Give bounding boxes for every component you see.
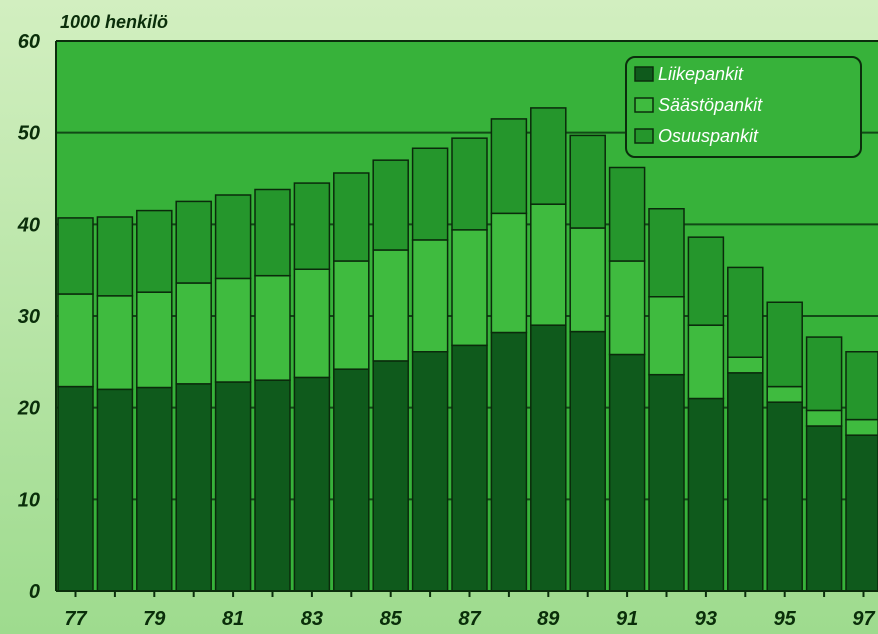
legend-swatch	[634, 128, 654, 144]
bar-segment-s-st-pankit	[254, 274, 291, 381]
bar-segment-liikepankit	[214, 381, 252, 592]
x-tick-label: 97	[852, 608, 875, 630]
y-tick-label: 60	[18, 31, 40, 53]
y-tick-label: 40	[17, 214, 40, 236]
y-tick-label: 50	[18, 123, 40, 145]
bar-segment-liikepankit	[136, 386, 173, 592]
bar-segment-osuuspankit	[293, 182, 331, 270]
bar-segment-liikepankit	[411, 351, 449, 592]
bar-segment-s-st-pankit	[451, 229, 488, 347]
bar-segment-osuuspankit	[687, 236, 725, 326]
bar-segment-osuuspankit	[136, 209, 173, 293]
bar-segment-liikepankit	[175, 383, 212, 592]
bar-segment-s-st-pankit	[372, 249, 409, 362]
bar-segment-s-st-pankit	[805, 409, 843, 427]
bar-segment-osuuspankit	[490, 118, 528, 215]
bar-segment-liikepankit	[766, 401, 803, 592]
bar-segment-osuuspankit	[372, 159, 409, 251]
y-tick-label: 20	[17, 398, 40, 420]
bar-segment-s-st-pankit	[214, 277, 252, 383]
x-tick-label: 81	[222, 608, 244, 630]
bar-segment-liikepankit	[687, 397, 725, 592]
bar-segment-osuuspankit	[175, 200, 212, 284]
y-tick-label: 30	[18, 306, 40, 328]
bar-segment-s-st-pankit	[687, 324, 725, 400]
legend-box	[625, 56, 862, 158]
bar-segment-osuuspankit	[333, 172, 370, 262]
bar-segment-osuuspankit	[766, 301, 803, 388]
bar-segment-s-st-pankit	[96, 295, 134, 391]
bar-segment-osuuspankit	[96, 216, 134, 297]
bar-segment-osuuspankit	[569, 134, 606, 229]
legend-label: Osuuspankit	[658, 126, 759, 146]
bar-segment-osuuspankit	[530, 107, 567, 205]
bar-segment-liikepankit	[254, 379, 291, 592]
bar-segment-s-st-pankit	[530, 203, 567, 326]
bar-segment-osuuspankit	[411, 147, 449, 241]
legend-swatch	[634, 66, 654, 82]
y-tick-label: 0	[29, 581, 40, 603]
bar-segment-s-st-pankit	[648, 296, 685, 376]
bar-segment-liikepankit	[96, 388, 134, 592]
bar-segment-s-st-pankit	[136, 291, 173, 389]
bar-segment-liikepankit	[293, 376, 331, 592]
bar-segment-s-st-pankit	[333, 260, 370, 370]
y-tick-label: 10	[18, 489, 40, 511]
bar-segment-s-st-pankit	[175, 282, 212, 385]
bar-segment-s-st-pankit	[293, 268, 331, 379]
legend-label: Liikepankit	[658, 64, 744, 84]
legend-label: Säästöpankit	[658, 95, 763, 115]
axes: 1000 henkilö 0 10 20 30 40 50 60 77 79 81 83 85 87 89…	[17, 12, 878, 630]
bar-segment-osuuspankit	[451, 137, 488, 231]
x-tick-label: 95	[774, 608, 797, 630]
bar-segment-osuuspankit	[214, 194, 252, 280]
x-tick-label: 77	[64, 608, 87, 630]
bar-segment-liikepankit	[333, 368, 370, 592]
bar-segment-liikepankit	[530, 324, 567, 592]
bar-segment-osuuspankit	[845, 351, 878, 421]
bar-segment-s-st-pankit	[569, 227, 606, 333]
bar-segment-s-st-pankit	[608, 260, 646, 356]
y-unit-label: 1000 henkilö	[60, 12, 168, 32]
bar-segment-liikepankit	[451, 344, 488, 592]
bar-segment-s-st-pankit	[766, 385, 803, 403]
x-tick-label: 91	[616, 608, 638, 630]
x-tick-label: 85	[380, 608, 403, 630]
bar-segment-liikepankit	[569, 330, 606, 592]
bar-segment-liikepankit	[727, 372, 764, 592]
bar-segment-s-st-pankit	[490, 212, 528, 334]
bar-segment-liikepankit	[372, 360, 409, 592]
bar-segment-liikepankit	[490, 331, 528, 592]
bar-segment-liikepankit	[845, 434, 878, 592]
bar-segment-osuuspankit	[727, 266, 764, 358]
bar-segment-osuuspankit	[254, 188, 291, 277]
bar-segment-liikepankit	[805, 425, 843, 592]
x-tick-label: 93	[695, 608, 717, 630]
bar-segment-s-st-pankit	[845, 418, 878, 436]
bar-segment-s-st-pankit	[411, 239, 449, 353]
bar-segment-liikepankit	[608, 353, 646, 592]
bar-segment-s-st-pankit	[57, 293, 94, 388]
bar-segment-osuuspankit	[608, 166, 646, 262]
x-tick-label: 87	[458, 608, 481, 630]
bar-segment-osuuspankit	[805, 336, 843, 412]
bar-segment-liikepankit	[648, 373, 685, 592]
legend: Liikepankit Säästöpankit Osuuspankit	[625, 56, 862, 158]
bar-segment-osuuspankit	[648, 208, 685, 298]
x-tick-label: 83	[301, 608, 323, 630]
x-tick-label: 89	[537, 608, 560, 630]
bar-segment-osuuspankit	[57, 217, 94, 295]
bar-segment-s-st-pankit	[727, 356, 764, 374]
x-tick-label: 79	[143, 608, 166, 630]
bar-segment-liikepankit	[57, 385, 94, 592]
legend-swatch	[634, 97, 654, 113]
bars	[57, 107, 878, 592]
